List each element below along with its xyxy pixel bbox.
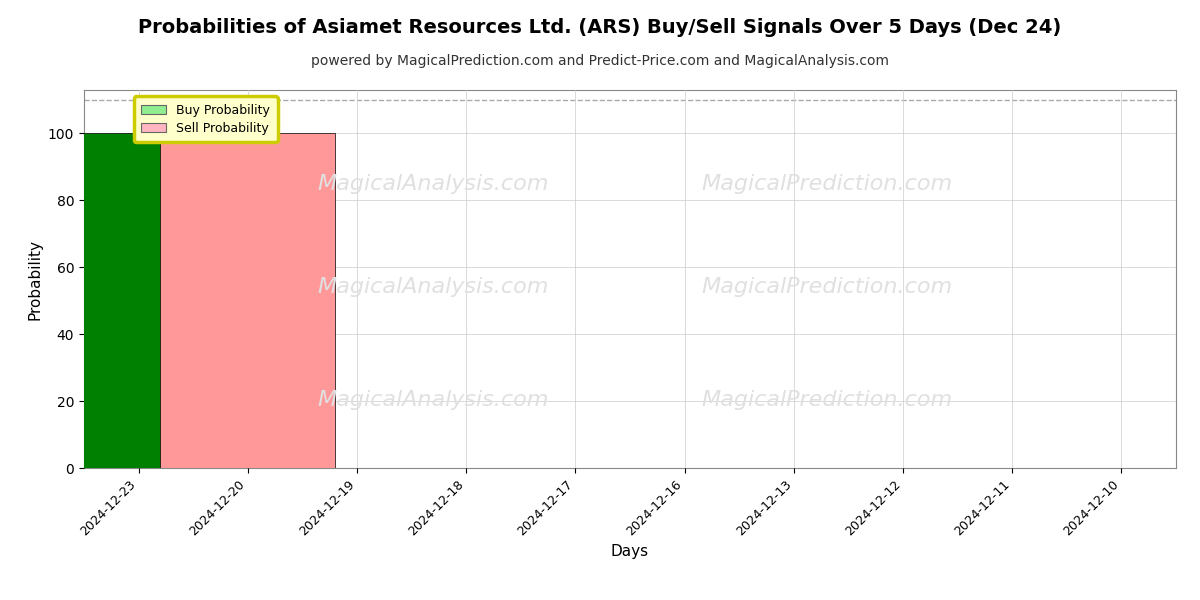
- Bar: [161, 133, 335, 468]
- Text: powered by MagicalPrediction.com and Predict-Price.com and MagicalAnalysis.com: powered by MagicalPrediction.com and Pre…: [311, 54, 889, 68]
- Text: MagicalPrediction.com: MagicalPrediction.com: [701, 390, 952, 410]
- Text: MagicalPrediction.com: MagicalPrediction.com: [701, 175, 952, 194]
- Y-axis label: Probability: Probability: [28, 238, 42, 319]
- Text: Probabilities of Asiamet Resources Ltd. (ARS) Buy/Sell Signals Over 5 Days (Dec : Probabilities of Asiamet Resources Ltd. …: [138, 18, 1062, 37]
- Text: MagicalPrediction.com: MagicalPrediction.com: [701, 277, 952, 296]
- Bar: [52, 133, 226, 468]
- X-axis label: Days: Days: [611, 544, 649, 559]
- Text: MagicalAnalysis.com: MagicalAnalysis.com: [318, 277, 550, 296]
- Text: MagicalAnalysis.com: MagicalAnalysis.com: [318, 175, 550, 194]
- Text: MagicalAnalysis.com: MagicalAnalysis.com: [318, 390, 550, 410]
- Legend: Buy Probability, Sell Probability: Buy Probability, Sell Probability: [134, 96, 278, 142]
